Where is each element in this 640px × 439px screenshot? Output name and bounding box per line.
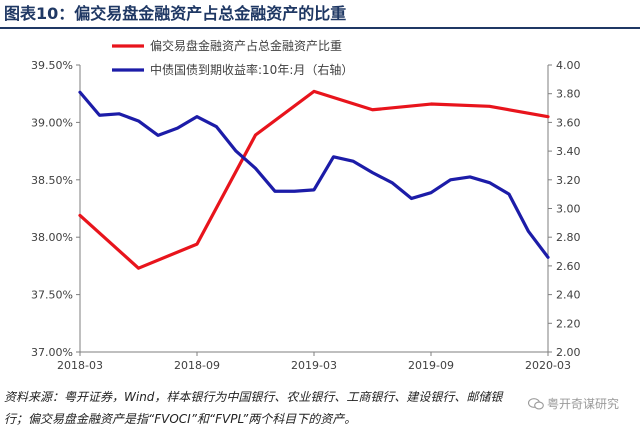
right-tick-label: 3.00 [556, 203, 581, 216]
watermark-text: 粤开奇谋研究 [547, 397, 620, 411]
right-tick-label: 2.20 [556, 317, 581, 330]
wechat-icon [528, 398, 544, 410]
x-tick-label: 2019-03 [291, 359, 337, 372]
left-tick-label: 37.50% [31, 289, 73, 302]
x-tick-label: 2018-09 [174, 359, 220, 372]
x-tick-label: 2018-03 [57, 359, 103, 372]
right-tick-label: 2.80 [556, 231, 581, 244]
right-tick-label: 2.60 [556, 260, 581, 273]
right-tick-label: 3.20 [556, 174, 581, 187]
chart-series [78, 89, 550, 270]
x-tick-label: 2020-03 [525, 359, 571, 372]
right-tick-label: 4.00 [556, 59, 581, 72]
right-tick-label: 3.60 [556, 116, 581, 129]
chart-axes: 37.00% 37.50% 38.00% 38.50% 39.00% 39.50% 2.00… [31, 59, 580, 372]
left-tick-label: 39.50% [31, 59, 73, 72]
right-tick-label: 3.40 [556, 145, 581, 158]
right-tick-label: 3.80 [556, 88, 581, 101]
left-tick-label: 38.50% [31, 174, 73, 187]
left-tick-label: 37.00% [31, 346, 73, 359]
legend-label-share: 偏交易盘金融资产占总金融资产比重 [150, 38, 342, 53]
watermark: 粤开奇谋研究 [528, 395, 619, 412]
right-tick-label: 2.40 [556, 289, 581, 302]
bond-yield-line [78, 90, 550, 259]
dual-axis-line-chart: 37.00% 37.50% 38.00% 38.50% 39.00% 39.50% 2.00… [31, 38, 580, 372]
right-tick-label: 2.00 [556, 346, 581, 359]
legend-label-yield: 中债国债到期收益率:10年:月（右轴） [150, 62, 353, 77]
x-tick-label: 2019-09 [408, 359, 454, 372]
source-note: 资料来源：粤开证券，Wind，样本银行为中国银行、农业银行、工商银行、建设银行、… [4, 390, 503, 426]
left-tick-label: 38.00% [31, 231, 73, 244]
left-tick-label: 39.00% [31, 116, 73, 129]
figure-title: 图表10：偏交易盘金融资产占总金融资产的比重 [4, 4, 347, 23]
trading-asset-share-line [78, 89, 550, 270]
title-underline [0, 27, 640, 29]
